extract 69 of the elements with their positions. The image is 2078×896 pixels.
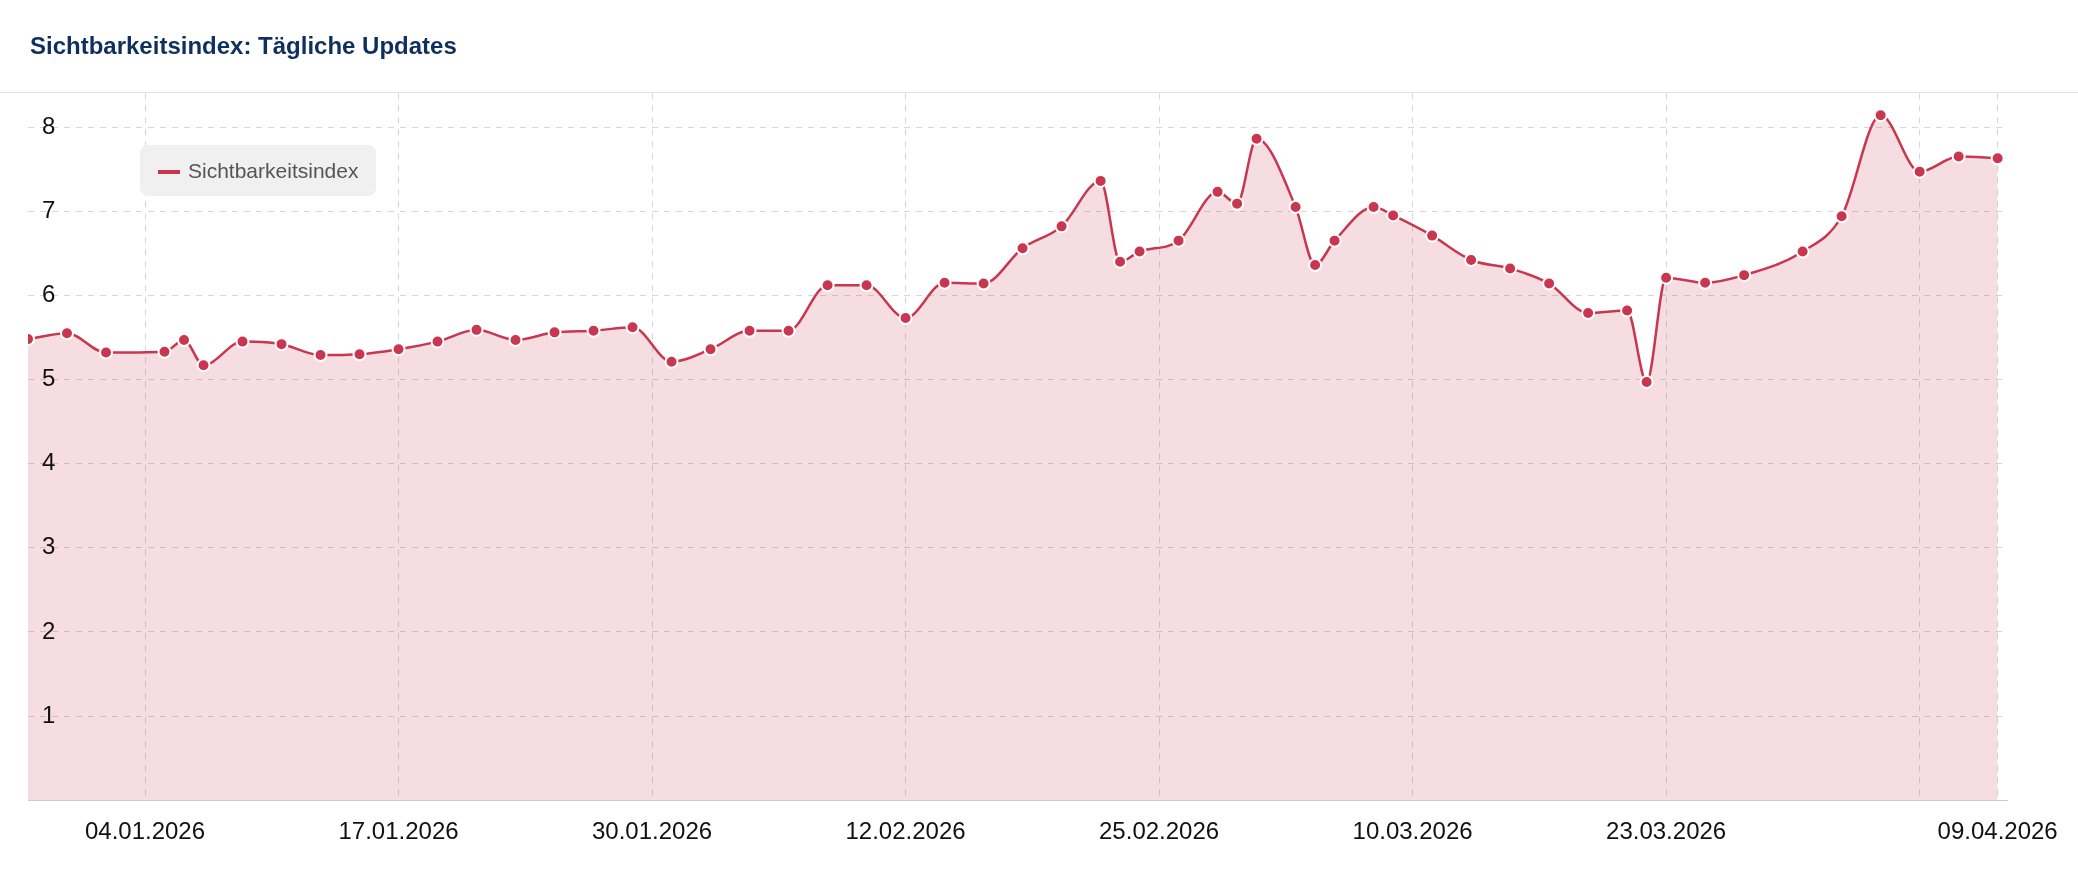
point xyxy=(235,334,250,349)
point xyxy=(60,326,74,341)
x-tick-label: 12.02.2026 xyxy=(845,817,966,845)
y-tick-label: 4 xyxy=(42,448,56,476)
point xyxy=(157,344,172,359)
point xyxy=(1386,208,1401,223)
y-tick-label: 8 xyxy=(42,111,56,139)
point xyxy=(1834,209,1849,224)
point xyxy=(1795,244,1810,259)
point xyxy=(1990,151,2005,166)
point xyxy=(274,337,289,352)
point xyxy=(430,334,445,349)
y-tick-label: 7 xyxy=(42,195,56,223)
x-tick-label: 30.01.2026 xyxy=(591,817,713,845)
point xyxy=(313,348,328,363)
point xyxy=(898,311,913,326)
x-tick-label: 17.01.2026 xyxy=(338,817,459,845)
y-tick-label: 1 xyxy=(42,700,56,728)
point xyxy=(976,276,991,291)
point xyxy=(1425,228,1440,243)
point xyxy=(99,345,114,360)
point xyxy=(859,278,874,293)
point xyxy=(1230,196,1245,211)
point xyxy=(1581,306,1596,321)
point xyxy=(1113,254,1128,269)
point xyxy=(1132,244,1147,259)
point xyxy=(352,347,367,362)
point xyxy=(937,275,952,290)
chart-title: Sichtbarkeitsindex: Tägliche Updates xyxy=(30,32,457,60)
point xyxy=(1249,131,1264,146)
x-tick-label: 10.03.2026 xyxy=(1352,817,1473,845)
point xyxy=(586,323,601,338)
point xyxy=(1873,108,1888,123)
point xyxy=(1054,219,1069,234)
point xyxy=(1503,261,1518,276)
point xyxy=(820,278,835,293)
point xyxy=(469,322,484,337)
point xyxy=(547,325,562,340)
x-tick-label: 04.01.2026 xyxy=(84,817,206,845)
point xyxy=(1288,199,1303,214)
y-tick-label: 3 xyxy=(42,532,56,560)
legend-label: Sichtbarkeitsindex xyxy=(188,159,359,182)
point xyxy=(1210,184,1225,199)
point xyxy=(1542,276,1557,291)
point xyxy=(1464,253,1479,267)
point xyxy=(781,323,796,338)
point xyxy=(1951,149,1966,164)
x-tick-label: 09.04.2026 xyxy=(1937,817,2058,845)
point xyxy=(1639,375,1654,390)
point xyxy=(625,320,640,335)
point xyxy=(1659,270,1674,285)
point xyxy=(196,358,211,373)
point xyxy=(703,342,718,357)
point xyxy=(1698,275,1713,290)
x-tick-label: 25.02.2026 xyxy=(1099,817,1220,845)
point xyxy=(742,323,757,338)
point xyxy=(1327,233,1342,248)
point xyxy=(664,354,679,369)
x-tick-label: 23.03.2026 xyxy=(1606,817,1727,845)
point xyxy=(1308,258,1323,273)
point xyxy=(1171,233,1186,248)
point xyxy=(391,342,406,357)
point xyxy=(1912,164,1927,179)
point xyxy=(1737,268,1752,283)
y-tick-label: 5 xyxy=(42,364,56,392)
point xyxy=(1015,241,1030,256)
point xyxy=(1620,303,1635,318)
y-tick-label: 6 xyxy=(42,279,56,307)
y-tick-label: 2 xyxy=(42,616,56,644)
